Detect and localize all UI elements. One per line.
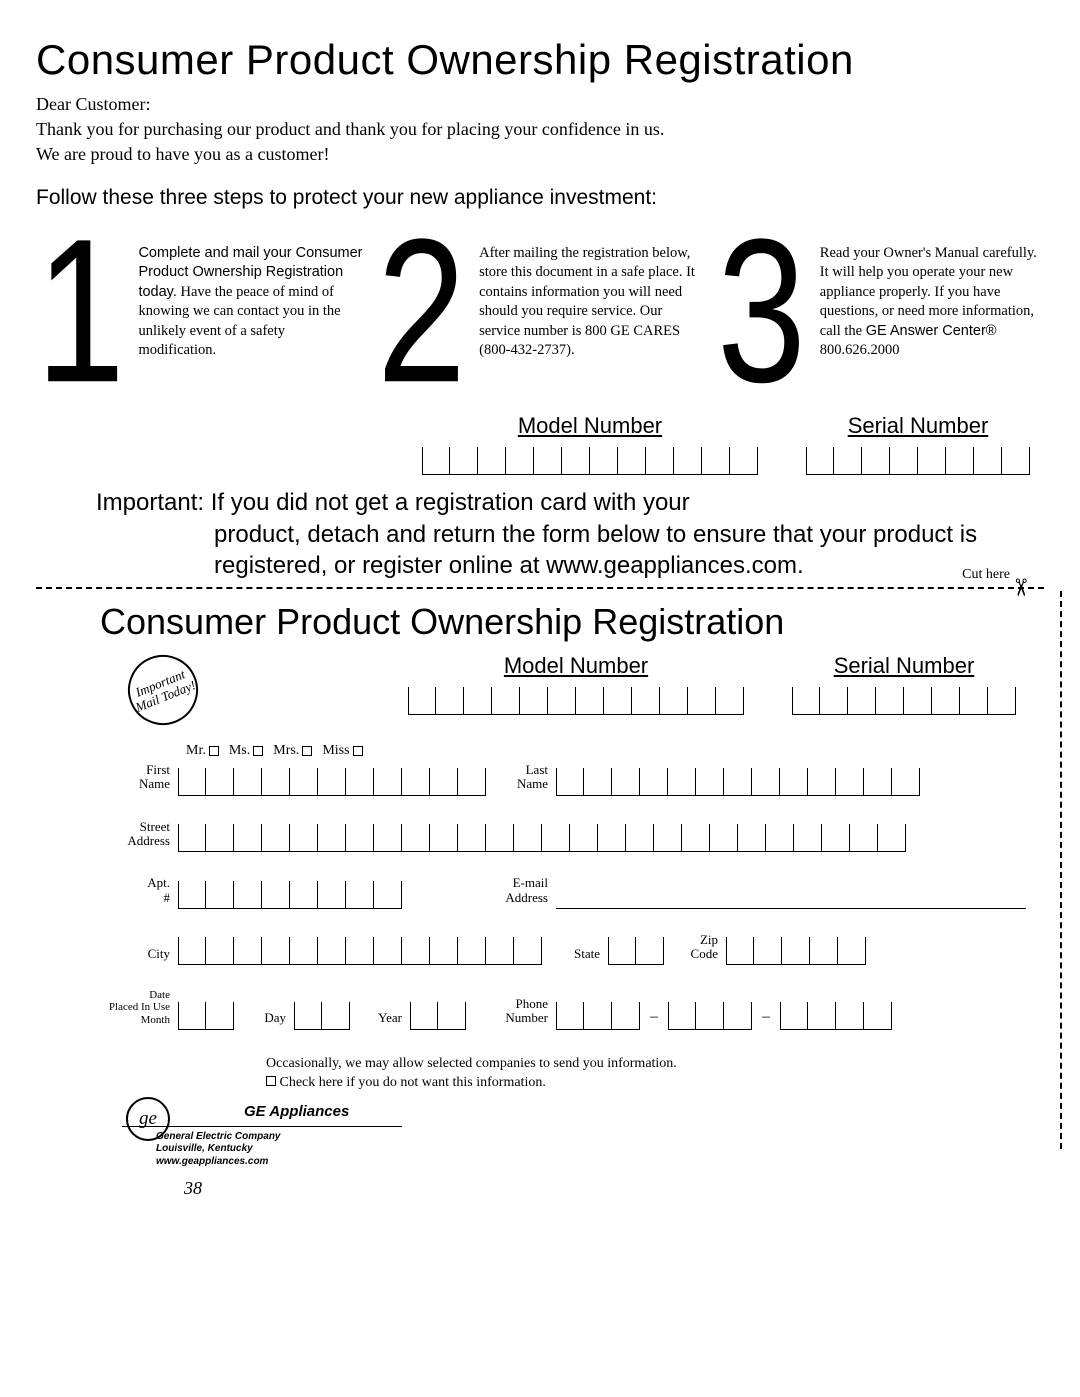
model-label-top: Model Number [518,413,662,439]
apt-label: Apt.# [96,876,170,909]
page-number: 38 [184,1178,1026,1199]
zip-label: ZipCode [672,933,718,966]
title-option[interactable]: Mr. [186,743,219,759]
opt-out-checkbox[interactable] [266,1076,276,1086]
phone-prefix-input[interactable] [668,1002,752,1030]
title-option[interactable]: Mrs. [273,743,312,759]
opt-out-line1: Occasionally, we may allow selected comp… [266,1054,1026,1074]
city-input[interactable] [178,937,542,965]
last-name-input[interactable] [556,768,920,796]
first-name-label: FirstName [96,763,170,796]
page-title: Consumer Product Ownership Registration [36,36,1044,84]
phone-line-input[interactable] [780,1002,892,1030]
important-block: Important: If you did not get a registra… [96,487,1044,581]
street-label: StreetAddress [96,820,170,853]
serial-label-form: Serial Number [834,653,975,679]
step-2: 2 After mailing the registration below, … [377,228,704,388]
opt-out-line2: Check here if you do not want this infor… [280,1075,546,1090]
title-option[interactable]: Miss [322,743,362,759]
step-1: 1 Complete and mail your Consumer Produc… [36,228,363,388]
important-head: Important: [96,489,211,516]
date-label: DatePlaced In Use Month [96,989,170,1029]
brand-name: GE Appliances [244,1103,1026,1120]
street-input[interactable] [178,824,906,852]
footer: ge GE Appliances General Electric Compan… [114,1103,1026,1200]
zip-input[interactable] [726,937,866,965]
serial-label-top: Serial Number [848,413,989,439]
first-name-input[interactable] [178,768,486,796]
state-input[interactable] [608,937,664,965]
step-3-sans: GE Answer Center® [866,323,997,339]
apt-input[interactable] [178,881,402,909]
email-label: E-mailAddress [458,876,548,909]
phone-area-input[interactable] [556,1002,640,1030]
state-label: State [550,947,600,965]
titles-row: Mr. Ms. Mrs. Miss [186,743,1026,759]
year-input[interactable] [410,1002,466,1030]
right-cut-line [1060,591,1062,1149]
phone-label: PhoneNumber [474,997,548,1030]
model-boxes-top[interactable] [422,447,758,475]
step-3-number: 3 [717,228,794,396]
email-input[interactable] [556,889,1026,909]
intro-line1: Thank you for purchasing our product and… [36,117,1044,142]
year-label: Year [358,1011,402,1029]
day-input[interactable] [294,1002,350,1030]
registration-form: Consumer Product Ownership Registration … [36,595,1044,1199]
last-name-label: LastName [494,763,548,796]
step-2-serif: After mailing the registration below, st… [479,245,695,359]
intro-line2: We are proud to have you as a customer! [36,142,1044,167]
numbers-row-top: Model Number Serial Number [36,413,1030,475]
opt-out-block: Occasionally, we may allow selected comp… [266,1054,1026,1093]
step-3-serif-post: 800.626.2000 [820,342,900,358]
step-3: 3 Read your Owner's Manual carefully. It… [717,228,1044,388]
ge-logo-icon: ge [126,1097,170,1141]
serial-boxes-form[interactable] [792,687,1016,715]
title-option[interactable]: Ms. [229,743,263,759]
cut-line [36,587,1044,589]
steps-lead: Follow these three steps to protect your… [36,186,1044,210]
step-2-number: 2 [377,228,454,396]
model-boxes-form[interactable] [408,687,744,715]
serial-boxes-top[interactable] [806,447,1030,475]
model-label-form: Model Number [504,653,648,679]
cut-here-label: Cut here [962,567,1010,583]
month-input[interactable] [178,1002,234,1030]
intro-block: Dear Customer: Thank you for purchasing … [36,92,1044,168]
greeting: Dear Customer: [36,92,1044,117]
company-url: www.geappliances.com [156,1156,1026,1169]
company-name: General Electric Company [156,1131,1026,1144]
step-1-number: 1 [36,228,113,396]
company-city: Louisville, Kentucky [156,1143,1026,1156]
steps-row: 1 Complete and mail your Consumer Produc… [36,228,1044,388]
city-label: City [96,947,170,965]
form-title: Consumer Product Ownership Registration [100,601,1026,643]
day-label: Day [242,1011,286,1029]
